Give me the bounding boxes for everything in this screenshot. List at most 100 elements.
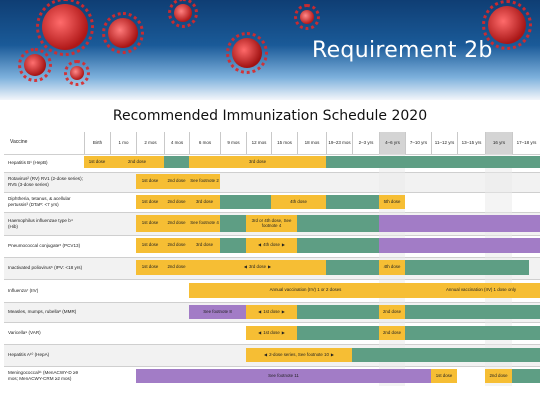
dose-bar: 3rd dose	[189, 238, 220, 253]
high-risk-bar: See footnote 11	[136, 369, 431, 383]
schedule-title: Recommended Immunization Schedule 2020	[112, 108, 428, 124]
dose-bar: 5th dose	[379, 195, 405, 209]
high-risk-bar	[379, 215, 540, 232]
column-header-age: 2 mos	[136, 132, 164, 154]
dose-bar: 4th dose	[246, 238, 297, 253]
range-bar	[326, 260, 379, 275]
dose-bar: 2nd dose	[485, 369, 512, 383]
column-header-age: 13–15 yrs	[457, 132, 485, 154]
vaccine-name: Measles, mumps, rubella⁸ (MMR)	[8, 309, 77, 315]
dose-bar: 4th dose	[271, 195, 326, 209]
dose-bar: 3rd dose	[189, 156, 326, 168]
virus-image	[64, 60, 90, 86]
dose-bar: 1st dose	[246, 326, 297, 340]
vaccine-name: Inactivated poliovirus⁶ (IPV: <18 yrs)	[8, 265, 83, 271]
header-banner: Requirement 2b	[0, 0, 540, 100]
column-header-age: Birth	[84, 132, 110, 154]
virus-image	[482, 0, 532, 50]
virus-image	[226, 32, 268, 74]
dose-bar: 1st dose	[136, 195, 164, 209]
range-bar	[326, 156, 540, 168]
dose-bar: Annual vaccination (IIV) 1 dose only	[422, 283, 540, 298]
virus-image	[168, 0, 198, 28]
dose-bar: See footnote 2	[189, 174, 220, 189]
column-header-age: 7–10 yrs	[405, 132, 431, 154]
high-risk-bar	[379, 238, 540, 253]
table-row	[4, 172, 540, 192]
table-row	[4, 279, 540, 302]
range-bar	[512, 369, 540, 383]
dose-bar: 2nd dose	[164, 260, 189, 275]
column-header-age: 9 mos	[220, 132, 246, 154]
virus-image	[36, 0, 94, 56]
vaccine-name: Influenza⁷ (IIV)	[8, 287, 39, 293]
dose-bar: 2nd dose	[379, 326, 405, 340]
immunization-schedule-table: Vaccine Birth 1 mo 2 mos 4 mos 6 mos 9 m…	[4, 132, 540, 405]
vaccine-name: Meningococcal¹¹ (MenACWY-D ≥9 mos; MenAC…	[8, 370, 79, 381]
vaccine-name: Diphtheria, tetanus, & acellular pertuss…	[8, 196, 71, 207]
range-bar	[297, 305, 379, 319]
dose-bar: 4th dose	[379, 260, 405, 275]
dose-bar: 3rd dose	[189, 260, 326, 275]
dose-bar: 3rd or 4th dose, See footnote 4	[246, 215, 297, 232]
vaccine-name: Haemophilus influenzae type b⁴ (Hib)	[8, 217, 73, 229]
table-row	[4, 366, 540, 386]
range-bar	[297, 215, 379, 232]
dose-bar: 2-dose series, See footnote 10	[246, 348, 352, 362]
table-row	[4, 192, 540, 212]
dose-bar: 1st dose	[136, 238, 164, 253]
vaccine-name: Hepatitis A¹⁰ (HepA)	[8, 352, 50, 358]
virus-image	[102, 12, 144, 54]
dose-bar: 1st dose	[136, 174, 164, 189]
range-bar	[405, 305, 540, 319]
range-bar	[352, 348, 540, 362]
range-bar	[405, 326, 540, 340]
range-bar	[457, 369, 485, 383]
dose-bar: 1st dose	[246, 305, 297, 319]
dose-bar: 1st dose	[136, 260, 164, 275]
column-header-age: 6 mos	[189, 132, 220, 154]
column-header-vaccine: Vaccine	[10, 139, 28, 146]
column-header-age: 18 mos	[297, 132, 326, 154]
column-header-age: 19–23 mos	[326, 132, 352, 154]
dose-bar: 2nd dose	[164, 238, 189, 253]
page-title: Requirement 2b	[312, 38, 493, 63]
range-bar	[220, 238, 246, 253]
high-risk-bar: See footnote 8	[189, 305, 246, 319]
range-bar	[405, 260, 529, 275]
table-row	[4, 235, 540, 257]
dose-bar: 2nd dose	[379, 305, 405, 319]
dose-bar: See footnote 4	[189, 215, 220, 232]
range-bar	[220, 195, 271, 209]
range-bar	[297, 238, 379, 253]
column-header-age: 4–6 yrs	[379, 132, 405, 154]
vaccine-name: Hepatitis B¹ (HepB)	[8, 160, 48, 166]
column-header-age: 4 mos	[164, 132, 189, 154]
dose-bar: 2nd dose	[164, 174, 189, 189]
dose-bar: 2nd dose	[164, 195, 189, 209]
dose-bar: 1st dose	[136, 215, 164, 232]
column-header-age: 1 mo	[110, 132, 136, 154]
virus-image	[18, 48, 52, 82]
vaccine-name: Varicella⁹ (VAR)	[8, 330, 41, 336]
column-header-age: 11–12 yrs	[431, 132, 457, 154]
range-bar	[297, 326, 379, 340]
dose-bar: 1st dose	[431, 369, 457, 383]
range-bar	[164, 156, 189, 168]
dose-bar: Annual vaccination (IIV) 1 or 2 doses	[189, 283, 422, 298]
dose-bar: 1st dose	[84, 156, 110, 168]
vaccine-name: Pneumococcal conjugate⁵ (PCV13)	[8, 243, 81, 249]
range-bar	[326, 195, 379, 209]
table-row	[4, 154, 540, 172]
vaccine-name: Rotavirus² (RV) RV1 (2-dose series); RV5…	[8, 176, 83, 187]
dose-bar: 2nd dose	[164, 215, 189, 232]
column-header-age: 15 mos	[271, 132, 297, 154]
range-bar	[220, 215, 246, 232]
virus-image	[294, 4, 320, 30]
column-header-age: 12 mos	[246, 132, 271, 154]
column-header-age: 17–18 yrs	[512, 132, 540, 154]
table-row	[4, 322, 540, 344]
column-header-age: 2–3 yrs	[352, 132, 379, 154]
column-header-age: 16 yrs	[485, 132, 512, 154]
dose-bar: 3rd dose	[189, 195, 220, 209]
